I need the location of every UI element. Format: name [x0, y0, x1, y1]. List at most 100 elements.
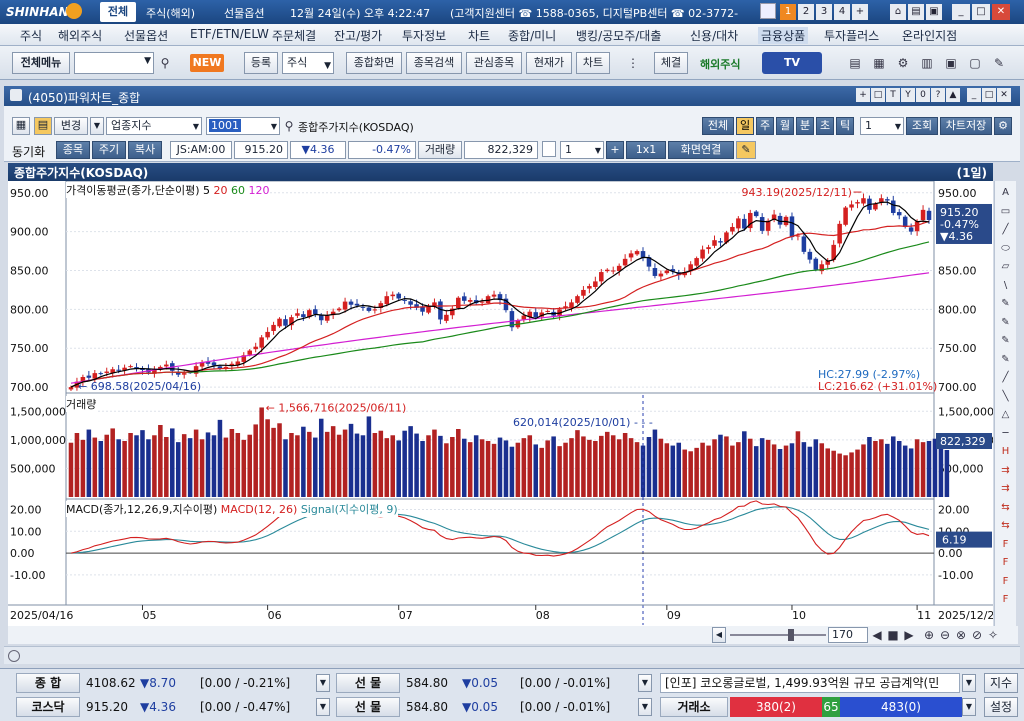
menu-item-branch[interactable]: 온라인지점 — [902, 29, 958, 43]
period-minute-button[interactable]: 분 — [796, 117, 814, 135]
drawing-tool-20-icon[interactable]: F — [1002, 557, 1009, 568]
window-button-2[interactable]: T — [886, 88, 900, 102]
gear-icon[interactable]: ⚙ — [897, 56, 909, 70]
watchlist-button[interactable]: 관심종목 — [466, 52, 522, 74]
market-select[interactable]: 업종지수 ▼ — [106, 117, 202, 135]
all-menu-button[interactable]: 전체메뉴 — [12, 52, 70, 74]
screen-link-button[interactable]: 화면연결 — [668, 141, 734, 159]
menu-search-input[interactable]: ▼ — [74, 52, 154, 74]
layout-count-select[interactable]: 1 ▼ — [560, 141, 604, 159]
period-month-button[interactable]: 월 — [776, 117, 794, 135]
menu-item-order[interactable]: 주문체결 — [272, 29, 317, 43]
window-2-button[interactable]: 2 — [798, 4, 814, 20]
overseas-stock-link[interactable]: 해외주식 — [700, 58, 741, 71]
pen-icon[interactable]: ✎ — [736, 141, 756, 159]
stock-type-select[interactable]: 주식 ▼ — [282, 52, 334, 74]
drawing-tool-2-icon[interactable]: ╱ — [1002, 224, 1009, 235]
menu-item-info[interactable]: 투자정보 — [402, 29, 447, 43]
stop-icon[interactable]: ■ — [887, 628, 899, 642]
menu-item-banking[interactable]: 뱅킹/공모주/대출 — [576, 29, 662, 43]
drawing-tool-13-icon[interactable]: ─ — [1002, 427, 1009, 439]
window-add-button[interactable]: + — [852, 4, 868, 20]
calculator-icon[interactable]: ▦ — [873, 56, 885, 70]
drawing-tool-18-icon[interactable]: ⇆ — [1001, 520, 1010, 531]
window-button-6[interactable]: ▲ — [946, 88, 960, 102]
drawing-tool-8-icon[interactable]: ✎ — [1001, 335, 1010, 346]
inquire-button[interactable]: 조회 — [906, 117, 938, 135]
period-all-button[interactable]: 전체 — [702, 117, 734, 135]
period-second-button[interactable]: 초 — [816, 117, 834, 135]
period-tick-button[interactable]: 틱 — [836, 117, 854, 135]
market-dropdown-icon[interactable]: ▼ — [962, 698, 976, 716]
search-icon[interactable]: ⚲ — [160, 56, 170, 70]
change-dropdown-icon[interactable]: ▼ — [90, 117, 104, 135]
collapse-icon[interactable] — [8, 650, 20, 662]
drawing-tool-21-icon[interactable]: F — [1002, 575, 1009, 587]
drawing-tool-11-icon[interactable]: ╲ — [1002, 390, 1009, 402]
settle-button[interactable]: 체결 — [654, 52, 688, 74]
zoom-reset-icon[interactable]: ⊗ — [955, 628, 967, 642]
drawing-tool-19-icon[interactable]: F — [1002, 538, 1009, 550]
menu-item-mini[interactable]: 종합/미니 — [508, 29, 557, 43]
period-week-button[interactable]: 주 — [756, 117, 774, 135]
drawing-tool-16-icon[interactable]: ⇉ — [1001, 483, 1010, 494]
menu-item-futures[interactable]: 선물옵션 — [124, 29, 169, 43]
menu-item-etf[interactable]: ETF/ETN/ELW — [190, 27, 269, 41]
menu-item-overseas-stock[interactable]: 해외주식 — [58, 29, 103, 43]
layout-checkbox[interactable] — [542, 141, 556, 157]
window-button-5[interactable]: ? — [931, 88, 945, 102]
drawing-tool-4-icon[interactable]: ▱ — [1001, 261, 1010, 272]
menu-item-chart[interactable]: 차트 — [468, 29, 491, 43]
chart-button[interactable]: 차트 — [576, 52, 610, 74]
prev-icon[interactable]: ◀ — [872, 628, 882, 642]
layout-icon[interactable]: ▥ — [921, 56, 933, 70]
change-button[interactable]: 변경 — [54, 117, 88, 135]
save-chart-button[interactable]: 차트저장 — [940, 117, 992, 135]
futures-dropdown-icon-2[interactable]: ▼ — [638, 698, 652, 716]
window-3-button[interactable]: 3 — [816, 4, 832, 20]
menu-item-credit[interactable]: 신용/대차 — [690, 29, 739, 43]
window-button-3[interactable]: Y — [901, 88, 915, 102]
current-price-button[interactable]: 현재가 — [526, 52, 572, 74]
window-4-button[interactable]: 4 — [834, 4, 850, 20]
lock-icon[interactable]: ▣ — [926, 4, 942, 20]
drawing-tool-9-icon[interactable]: ✎ — [1001, 353, 1010, 365]
drawing-tool-17-icon[interactable]: ⇆ — [1001, 501, 1010, 513]
minimize-button[interactable]: _ — [952, 4, 970, 20]
drawing-tool-6-icon[interactable]: ✎ — [1001, 298, 1010, 309]
add-layout-button[interactable]: + — [606, 141, 624, 159]
memo-icon[interactable]: ✎ — [993, 56, 1005, 70]
lock-icon[interactable]: ▢ — [969, 56, 981, 70]
kospi-dropdown-icon[interactable]: ▼ — [316, 674, 330, 692]
drawing-tool-14-icon[interactable]: H — [1001, 446, 1010, 457]
new-badge[interactable]: NEW — [190, 54, 224, 72]
maximize-button[interactable]: □ — [972, 4, 990, 20]
overview-button[interactable]: 종합화면 — [346, 52, 402, 74]
window-1-button[interactable]: 1 — [780, 4, 796, 20]
chart-canvas[interactable]: 950.00950.00900.00900.00850.00850.00800.… — [8, 181, 993, 626]
next-icon[interactable]: ▶ — [904, 628, 914, 642]
scroll-left-icon[interactable]: ◀ — [712, 627, 726, 643]
settings-button[interactable]: 설정 — [984, 697, 1018, 717]
news-dropdown-icon[interactable]: ▼ — [962, 674, 976, 692]
kosdaq-dropdown-icon[interactable]: ▼ — [316, 698, 330, 716]
tool-icon[interactable]: ✧ — [987, 628, 999, 642]
drawing-tool-1-icon[interactable]: ▭ — [1000, 205, 1011, 217]
drawing-tool-0-icon[interactable]: A — [1002, 187, 1009, 198]
zoom-fit-icon[interactable]: ⊘ — [971, 628, 983, 642]
layout-toggle-icon[interactable]: ▤ — [34, 117, 52, 135]
period-day-button[interactable]: 일 — [736, 117, 754, 135]
more-icon[interactable]: ⋮ — [627, 56, 639, 70]
visible-count-input[interactable]: 170 — [828, 627, 868, 643]
window-button-9[interactable]: ✕ — [997, 88, 1011, 102]
menu-item-plus[interactable]: 투자플러스 — [824, 29, 880, 43]
search-icon[interactable]: ⚲ — [284, 119, 294, 133]
index-button[interactable]: 지수 — [984, 673, 1018, 693]
menu-item-balance[interactable]: 잔고/평가 — [334, 29, 383, 43]
tv-button[interactable]: TV — [762, 52, 822, 74]
window-button-4[interactable]: 0 — [916, 88, 930, 102]
drawing-tool-3-icon[interactable]: ⬭ — [1001, 242, 1010, 254]
register-button[interactable]: 등록 — [244, 52, 278, 74]
period-count-select[interactable]: 1 ▼ — [860, 117, 904, 135]
sync-stock-tab[interactable]: 종목 — [56, 141, 90, 159]
